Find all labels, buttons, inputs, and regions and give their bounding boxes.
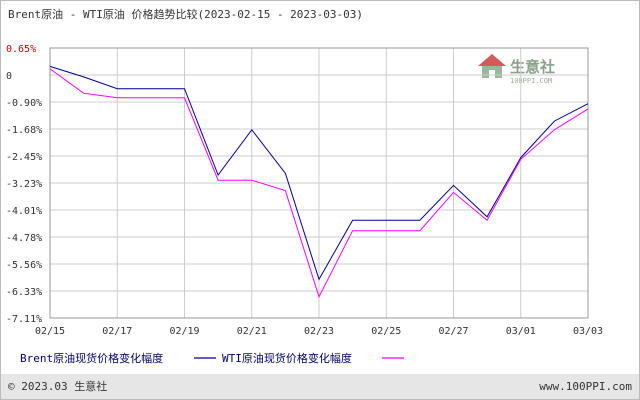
- watermark-name: 生意社: [510, 58, 555, 76]
- y-tick-label: -3.23%: [6, 179, 42, 190]
- x-tick-label: 03/03: [573, 326, 603, 337]
- y-tick-label: -4.78%: [6, 233, 42, 244]
- watermark-url: 100PPI.COM: [510, 77, 552, 85]
- y-tick-label: -4.01%: [6, 206, 42, 217]
- x-tick-label: 02/17: [102, 326, 132, 337]
- x-tick-label: 02/23: [304, 326, 334, 337]
- grid: [50, 48, 588, 318]
- y-tick-label: 0: [6, 71, 12, 82]
- footer-bar: [1, 374, 639, 399]
- watermark: 生意社 100PPI.COM: [478, 54, 555, 85]
- series-lines: [49, 65, 589, 299]
- legend: Brent原油现货价格变化幅度 WTI原油现货价格变化幅度: [20, 351, 404, 365]
- y-tick-label: -7.11%: [6, 314, 42, 325]
- y-tick-label: 0.65%: [6, 44, 36, 55]
- y-tick-label: -6.33%: [6, 287, 42, 298]
- series-line-wti: [49, 68, 589, 299]
- series-line-brent: [49, 65, 589, 281]
- x-tick-label: 02/25: [371, 326, 401, 337]
- y-tick-label: -0.90%: [6, 98, 42, 109]
- footer-website: www.100PPI.com: [539, 380, 632, 393]
- legend-label-brent: Brent原油现货价格变化幅度: [20, 351, 163, 365]
- y-tick-label: -5.56%: [6, 260, 42, 271]
- legend-label-wti: WTI原油现货价格变化幅度: [222, 351, 352, 365]
- chart-title: Brent原油 - WTI原油 价格趋势比较(2023-02-15 - 2023…: [8, 7, 363, 21]
- y-axis-labels: 0.65% 0 -0.90% -1.68% -2.45% -3.23% -4.01% -4.7…: [6, 44, 42, 325]
- y-tick-label: -1.68%: [6, 125, 42, 136]
- y-tick-label: -2.45%: [6, 152, 42, 163]
- x-tick-label: 02/15: [35, 326, 65, 337]
- x-tick-label: 02/19: [169, 326, 199, 337]
- plot-border: [49, 47, 589, 319]
- x-axis-labels: 02/15 02/17 02/19 02/21 02/23 02/25 02/27 03/01…: [35, 326, 603, 337]
- x-tick-label: 02/27: [438, 326, 468, 337]
- footer: © 2023.03 生意社 www.100PPI.com: [1, 374, 639, 399]
- x-tick-label: 03/01: [506, 326, 536, 337]
- x-tick-label: 02/21: [237, 326, 267, 337]
- footer-copyright: © 2023.03 生意社: [8, 379, 107, 393]
